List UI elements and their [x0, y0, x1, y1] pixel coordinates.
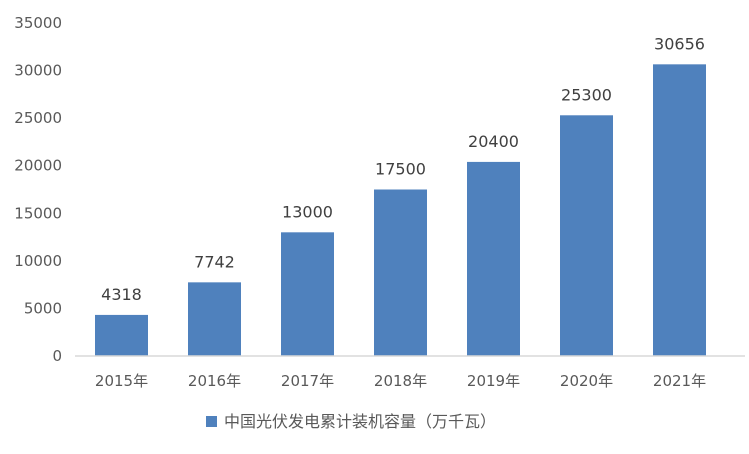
x-tick-label: 2019年 [467, 372, 520, 390]
data-label: 25300 [561, 85, 612, 104]
bar-2017年 [281, 232, 334, 356]
x-tick-label: 2015年 [95, 372, 148, 390]
bar-2020年 [560, 115, 613, 356]
x-tick-label: 2018年 [374, 372, 427, 390]
legend-label: 中国光伏发电累计装机容量（万千瓦） [224, 412, 496, 431]
y-tick-label: 0 [52, 347, 62, 365]
bar-2021年 [653, 64, 706, 357]
bar-2018年 [374, 189, 427, 356]
x-tick-label: 2016年 [188, 372, 241, 390]
x-tick-label: 2020年 [560, 372, 613, 390]
y-tick-label: 10000 [14, 252, 62, 270]
data-label: 4318 [101, 285, 142, 304]
y-tick-label: 35000 [14, 14, 62, 32]
y-tick-label: 25000 [14, 109, 62, 127]
y-tick-label: 20000 [14, 157, 62, 175]
y-tick-label: 15000 [14, 204, 62, 222]
bar-2015年 [95, 314, 148, 356]
data-label: 17500 [375, 160, 426, 179]
y-tick-label: 30000 [14, 62, 62, 80]
data-label: 13000 [282, 202, 333, 221]
y-tick-label: 5000 [24, 299, 62, 317]
bar-2019年 [467, 161, 520, 356]
data-label: 20400 [468, 132, 519, 151]
x-tick-label: 2017年 [281, 372, 334, 390]
x-tick-label: 2021年 [653, 372, 706, 390]
legend: 中国光伏发电累计装机容量（万千瓦） [206, 412, 496, 431]
data-label: 30656 [654, 34, 705, 53]
data-label: 7742 [194, 252, 235, 271]
legend-swatch [206, 416, 217, 427]
bar-2016年 [188, 282, 241, 356]
